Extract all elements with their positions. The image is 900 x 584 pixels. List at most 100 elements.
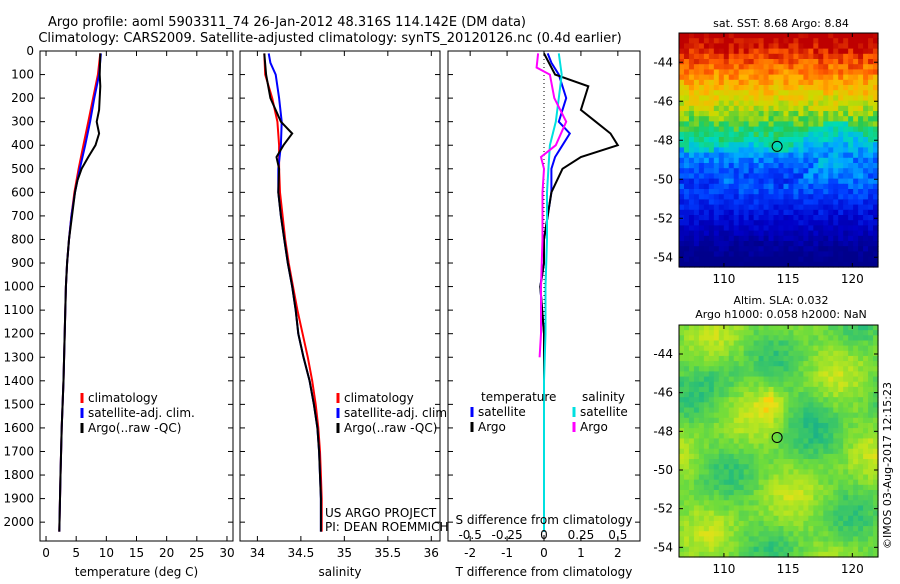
heatmap-cell: [698, 453, 705, 460]
heatmap-cell: [708, 474, 715, 481]
heatmap-cell: [718, 33, 725, 39]
x-axis-label: temperature (deg C): [75, 565, 198, 579]
heatmap-cell: [738, 546, 745, 553]
heatmap-cell: [858, 479, 864, 486]
heatmap-cell: [863, 355, 869, 362]
heatmap-cell: [728, 407, 735, 414]
heatmap-cell: [843, 489, 849, 496]
heatmap-cell: [863, 520, 869, 527]
heatmap-cell: [818, 38, 824, 44]
heatmap-cell: [848, 121, 854, 128]
heatmap-cell: [758, 215, 765, 221]
heatmap-cell: [743, 350, 750, 357]
heatmap-cell: [763, 325, 770, 331]
heatmap-cell: [768, 53, 775, 60]
heatmap-cell: [778, 520, 785, 527]
heatmap-cell: [823, 95, 829, 102]
heatmap-cell: [768, 335, 775, 342]
heatmap-cell: [868, 464, 874, 470]
heatmap-cell: [763, 194, 770, 200]
heatmap-cell: [778, 546, 785, 553]
heatmap-cell: [833, 53, 839, 60]
heatmap-cell: [803, 443, 809, 450]
legend-label: Argo: [478, 420, 506, 434]
heatmap-cell: [688, 194, 695, 200]
heatmap-cell: [718, 551, 725, 558]
heatmap-cell: [743, 371, 750, 378]
heatmap-cell: [753, 510, 760, 517]
heatmap-cell: [748, 163, 755, 169]
heatmap-cell: [838, 79, 844, 86]
heatmap-cell: [863, 163, 869, 169]
heatmap-cell: [783, 510, 790, 517]
heatmap-cell: [863, 48, 869, 55]
heatmap-cell: [823, 505, 829, 512]
heatmap-cell: [848, 448, 854, 455]
heatmap-cell: [773, 131, 780, 138]
heatmap-cell: [763, 422, 770, 429]
heatmap-cell: [778, 438, 785, 445]
heatmap-cell: [838, 100, 844, 107]
heatmap-cell: [798, 459, 804, 465]
heatmap-cell: [748, 142, 755, 148]
heatmap-cell: [818, 74, 824, 81]
heatmap-cell: [743, 412, 750, 419]
heatmap-cell: [698, 402, 705, 409]
heatmap-cell: [813, 459, 819, 465]
heatmap-cell: [748, 345, 755, 352]
heatmap-cell: [848, 428, 854, 434]
heatmap-cell: [688, 147, 695, 154]
map-y-tick-label: -44: [653, 55, 673, 69]
heatmap-cell: [863, 95, 869, 102]
heatmap-cell: [783, 428, 790, 434]
heatmap-cell: [783, 464, 790, 470]
heatmap-cell: [758, 407, 765, 414]
heatmap-cell: [848, 131, 854, 138]
heatmap-cell: [838, 469, 844, 476]
heatmap-cell: [708, 479, 715, 486]
heatmap-cell: [708, 157, 715, 164]
heatmap-cell: [803, 246, 809, 252]
heatmap-cell: [868, 131, 874, 138]
heatmap-cell: [783, 163, 790, 169]
heatmap-cell: [693, 194, 700, 200]
heatmap-cell: [708, 38, 715, 44]
heatmap-cell: [783, 505, 790, 512]
heatmap-cell: [783, 64, 790, 70]
heatmap-cell: [813, 53, 819, 60]
heatmap-cell: [713, 215, 720, 221]
heatmap-cell: [688, 215, 695, 221]
heatmap-cell: [828, 536, 834, 543]
heatmap-cell: [703, 531, 710, 537]
heatmap-cell: [778, 392, 785, 398]
heatmap-cell: [778, 225, 785, 232]
heatmap-cell: [693, 531, 700, 537]
heatmap-cell: [753, 551, 760, 558]
heatmap-cell: [848, 433, 854, 440]
heatmap-cell: [808, 392, 814, 398]
heatmap-cell: [858, 79, 864, 86]
series-line-salinity-argo: [535, 53, 568, 358]
heatmap-cell: [738, 536, 745, 543]
heatmap-cell: [703, 209, 710, 216]
heatmap-cell: [708, 541, 715, 548]
heatmap-cell: [698, 241, 705, 247]
heatmap-cell: [778, 335, 785, 342]
heatmap-cell: [828, 500, 834, 507]
heatmap-cell: [698, 417, 705, 424]
heatmap-cell: [718, 350, 725, 357]
heatmap-cell: [723, 152, 730, 159]
heatmap-cell: [793, 173, 799, 180]
heatmap-cell: [743, 479, 750, 486]
heatmap-cell: [738, 412, 745, 419]
heatmap-cell: [683, 448, 690, 455]
heatmap-cell: [723, 438, 730, 445]
heatmap-cell: [818, 105, 824, 112]
heatmap-cell: [793, 551, 799, 558]
heatmap-cell: [853, 100, 859, 107]
heatmap-cell: [798, 479, 804, 486]
heatmap-cell: [868, 43, 874, 50]
heatmap-cell: [863, 474, 869, 481]
heatmap-cell: [763, 251, 770, 258]
